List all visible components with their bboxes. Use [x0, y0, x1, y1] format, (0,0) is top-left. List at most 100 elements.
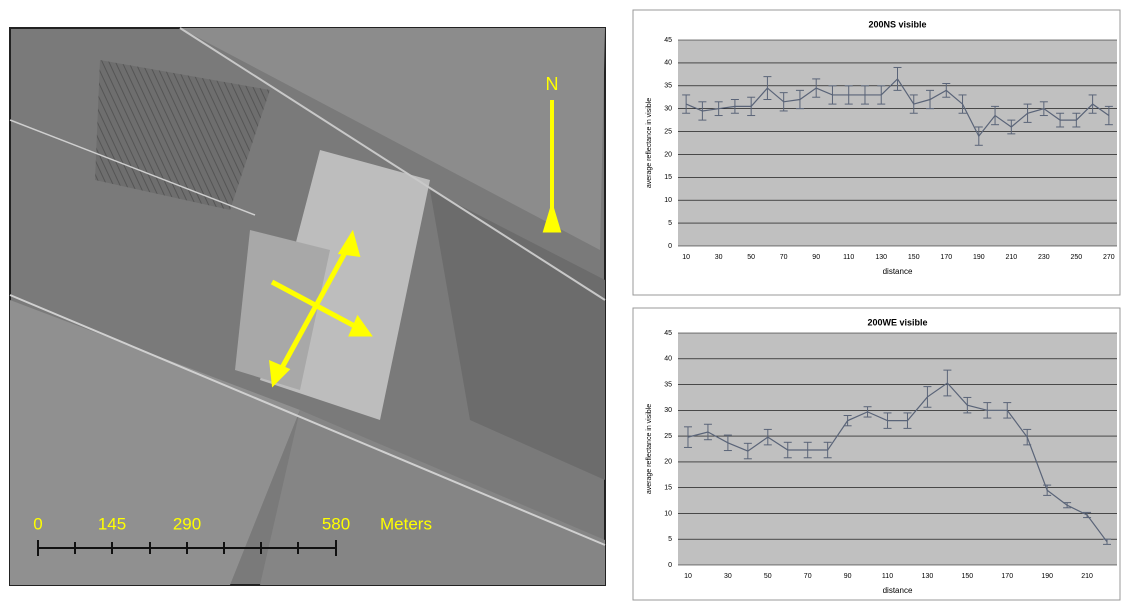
x-tick-label: 90 [812, 254, 820, 261]
error-bar [1088, 94, 1097, 114]
error-bar [893, 66, 902, 91]
error-bar [823, 441, 832, 459]
y-tick-label: 10 [664, 197, 672, 204]
data-line [687, 382, 1108, 543]
x-tick-label: 50 [764, 573, 772, 580]
y-tick-label: 35 [664, 381, 672, 388]
x-tick-label: 10 [682, 254, 690, 261]
error-bar [974, 126, 983, 146]
x-tick-label: 270 [1103, 254, 1115, 261]
y-axis-label: average reflectance in visible [646, 98, 653, 188]
chart-title: 200NS visible [868, 19, 926, 29]
y-tick-label: 15 [664, 174, 672, 181]
y-tick-label: 0 [668, 243, 672, 250]
x-tick-label: 210 [1005, 254, 1017, 261]
error-bar [703, 423, 712, 441]
error-bar [763, 428, 772, 446]
error-bar [1103, 538, 1112, 545]
scale-label: 290 [173, 514, 201, 533]
error-bar [943, 369, 952, 397]
error-bar [1063, 502, 1072, 509]
x-tick-label: 150 [908, 254, 920, 261]
y-tick-label: 5 [668, 220, 672, 227]
error-bar [743, 442, 752, 460]
x-tick-label: 30 [715, 254, 723, 261]
scale-label: 580 [322, 514, 350, 533]
y-tick-label: 5 [668, 536, 672, 543]
error-bar [1083, 511, 1092, 519]
x-tick-label: 170 [940, 254, 952, 261]
north-label: N [546, 74, 559, 94]
error-bar [963, 396, 972, 414]
error-bar [1007, 119, 1016, 135]
scale-label: 145 [98, 514, 126, 533]
error-bar [1023, 428, 1032, 446]
x-tick-label: 10 [684, 573, 692, 580]
error-bar [730, 99, 739, 114]
y-tick-label: 20 [664, 151, 672, 158]
error-bar [843, 414, 852, 427]
error-bar [991, 105, 1000, 126]
x-tick-label: 70 [780, 254, 788, 261]
error-bar [812, 78, 821, 98]
x-tick-label: 210 [1081, 573, 1093, 580]
error-bar [683, 426, 692, 448]
error-bar [860, 85, 869, 105]
x-tick-label: 150 [961, 573, 973, 580]
error-bar [983, 402, 992, 419]
error-bar [1056, 112, 1065, 128]
y-tick-label: 45 [664, 37, 672, 44]
error-bar [1023, 103, 1032, 123]
x-axis-label: distance [883, 586, 913, 595]
y-tick-label: 20 [664, 459, 672, 466]
y-axis-label: average reflectance in visible [646, 404, 653, 494]
error-bar [1043, 484, 1052, 496]
error-bar [828, 85, 837, 105]
x-tick-label: 110 [843, 254, 854, 261]
x-tick-label: 190 [973, 254, 985, 261]
error-bar [783, 441, 792, 459]
error-bar [863, 406, 872, 418]
error-bar [682, 94, 691, 114]
y-tick-label: 40 [664, 60, 672, 67]
error-bar [903, 412, 912, 429]
error-bar [1039, 101, 1048, 117]
y-tick-label: 35 [664, 83, 672, 90]
error-bar [723, 434, 732, 452]
error-bar [698, 101, 707, 121]
x-tick-label: 230 [1038, 254, 1050, 261]
error-bar [779, 92, 788, 112]
y-tick-label: 25 [664, 433, 672, 440]
error-bar [763, 76, 772, 101]
error-bar [714, 101, 723, 117]
error-bar [958, 94, 967, 114]
error-bar [883, 412, 892, 429]
y-tick-label: 10 [664, 510, 672, 517]
chart-title: 200WE visible [867, 317, 927, 327]
scale-unit: Meters [380, 514, 432, 533]
error-bar [942, 82, 951, 98]
x-tick-label: 130 [875, 254, 887, 261]
y-tick-label: 15 [664, 485, 672, 492]
error-bar [803, 441, 812, 459]
x-tick-label: 50 [747, 254, 755, 261]
x-tick-label: 110 [882, 573, 893, 580]
error-bar [747, 96, 756, 117]
x-tick-label: 130 [922, 573, 934, 580]
x-tick-label: 250 [1071, 254, 1083, 261]
error-bar [877, 85, 886, 105]
error-bar [844, 85, 853, 105]
y-tick-label: 30 [664, 407, 672, 414]
error-bar [909, 94, 918, 114]
error-bar [923, 386, 932, 408]
y-tick-label: 45 [664, 330, 672, 337]
error-bar [1072, 112, 1081, 128]
x-tick-label: 170 [1001, 573, 1013, 580]
x-tick-label: 30 [724, 573, 732, 580]
x-axis-label: distance [883, 267, 913, 276]
y-tick-label: 40 [664, 356, 672, 363]
error-bar [795, 89, 804, 110]
y-tick-label: 30 [664, 106, 672, 113]
y-tick-label: 25 [664, 128, 672, 135]
